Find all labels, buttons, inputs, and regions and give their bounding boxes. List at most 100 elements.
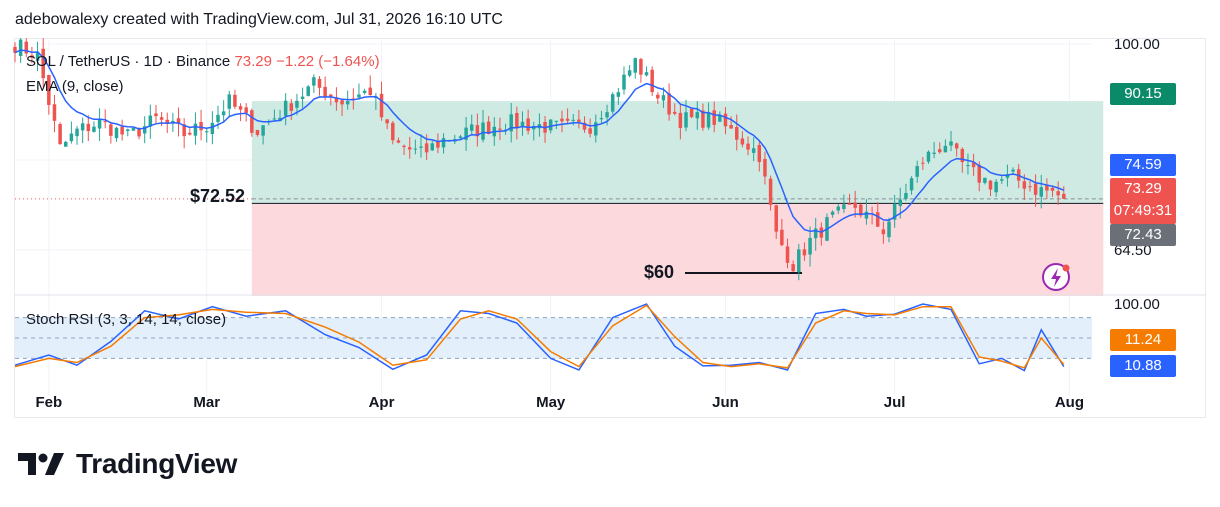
bullish-candle: [943, 145, 948, 153]
bearish-candle: [1045, 185, 1049, 191]
bearish-candle: [120, 126, 124, 135]
bearish-candle: [729, 125, 733, 129]
bearish-candle: [847, 203, 852, 205]
bullish-candle: [627, 70, 632, 76]
rsi-tick-label: 100.00: [1114, 296, 1160, 313]
bearish-candle: [368, 87, 372, 96]
bearish-candle: [165, 119, 169, 124]
bullish-candle: [441, 138, 446, 148]
price-tick-label: 64.50: [1114, 242, 1152, 259]
bearish-candle: [47, 75, 51, 105]
bullish-candle: [718, 115, 722, 122]
bullish-candle: [610, 94, 615, 112]
bullish-candle: [599, 118, 604, 120]
bearish-candle: [159, 117, 164, 120]
stoch-k-line: [14, 303, 1065, 372]
bearish-candle: [701, 110, 705, 128]
bearish-candle: [407, 147, 412, 150]
bearish-candle: [526, 118, 530, 131]
symbol-legend: SOL / TetherUS · 1D · Binance 73.29 −1.2…: [26, 53, 380, 70]
bearish-candle: [735, 127, 739, 140]
bullish-candle: [227, 94, 232, 109]
tradingview-logo-icon: [18, 453, 64, 475]
bearish-candle: [785, 246, 790, 263]
bearish-candle: [954, 143, 959, 149]
bullish-candle: [706, 112, 711, 128]
bearish-candle: [424, 143, 429, 153]
time-tick-label: Apr: [369, 394, 395, 411]
bearish-candle: [960, 148, 965, 163]
bullish-candle: [605, 112, 609, 118]
bearish-candle: [1056, 191, 1060, 196]
bearish-candle: [672, 111, 677, 114]
bullish-candle: [830, 211, 835, 215]
bullish-candle: [300, 96, 305, 99]
bearish-candle: [746, 143, 750, 150]
bearish-candle: [977, 164, 981, 183]
bearish-candle: [881, 229, 886, 235]
bullish-candle: [622, 74, 626, 90]
bearish-candle: [317, 78, 322, 88]
bearish-candle: [137, 128, 141, 137]
target-price-tag: 90.15: [1110, 83, 1176, 105]
bearish-candle: [109, 124, 113, 136]
bullish-candle: [35, 51, 40, 61]
bullish-candle: [813, 228, 818, 239]
time-tick-label: Jun: [712, 394, 739, 411]
bearish-candle: [402, 145, 406, 147]
lightning-bolt-icon: [1051, 268, 1061, 287]
bearish-candle: [938, 149, 942, 153]
bullish-candle: [1005, 174, 1010, 178]
bearish-candle: [250, 110, 254, 133]
stoch-d-tag: 11.24: [1110, 329, 1176, 351]
bearish-candle: [656, 94, 660, 99]
ema-line: [14, 49, 1065, 233]
bullish-candle: [419, 146, 423, 148]
bearish-candle: [768, 178, 773, 205]
low-price-tag: 72.43: [1110, 224, 1176, 246]
bearish-candle: [723, 113, 728, 127]
time-tick-label: Jul: [884, 394, 906, 411]
bearish-candle: [340, 100, 344, 105]
bearish-candle: [1022, 181, 1027, 189]
bullish-candle: [864, 211, 869, 219]
bullish-candle: [114, 127, 119, 139]
bullish-candle: [80, 123, 85, 131]
countdown-timer: 07:49:31: [1113, 202, 1173, 219]
bullish-candle: [278, 117, 282, 122]
bearish-candle: [639, 59, 643, 75]
ema-price-tag: 74.59: [1110, 154, 1176, 176]
bullish-candle: [909, 178, 914, 191]
bullish-candle: [69, 133, 74, 142]
bullish-candle: [808, 237, 812, 255]
symbol-name: SOL / TetherUS · 1D · Binance: [26, 53, 231, 70]
bullish-candle: [283, 100, 288, 116]
time-tick-label: Feb: [35, 394, 62, 411]
bullish-candle: [554, 120, 559, 122]
last-price-tag-value: 73.29: [1124, 180, 1162, 197]
bearish-candle: [41, 48, 45, 79]
bullish-candle: [464, 127, 468, 140]
tradingview-logo: TradingView: [18, 448, 237, 480]
time-tick-label: Aug: [1055, 394, 1084, 411]
last-price: 73.29: [234, 53, 272, 70]
bullish-candle: [272, 118, 277, 120]
bullish-candle: [836, 206, 841, 211]
bearish-candle: [757, 144, 762, 162]
bearish-candle: [199, 122, 203, 131]
bearish-candle: [971, 162, 976, 168]
low-level-label: $60: [644, 262, 675, 282]
price-tick-label: 100.00: [1114, 36, 1160, 53]
bearish-candle: [233, 94, 237, 107]
bearish-candle: [379, 93, 384, 118]
stoch-rsi-legend: Stoch RSI (3, 3, 14, 14, close): [26, 311, 227, 328]
bullish-candle: [797, 249, 801, 273]
bearish-candle: [740, 138, 745, 145]
bullish-candle: [548, 119, 553, 131]
bullish-candle: [1011, 169, 1015, 172]
bearish-candle: [650, 69, 654, 93]
bearish-candle: [323, 86, 327, 98]
time-tick-label: Mar: [193, 394, 220, 411]
bearish-candle: [391, 122, 395, 141]
